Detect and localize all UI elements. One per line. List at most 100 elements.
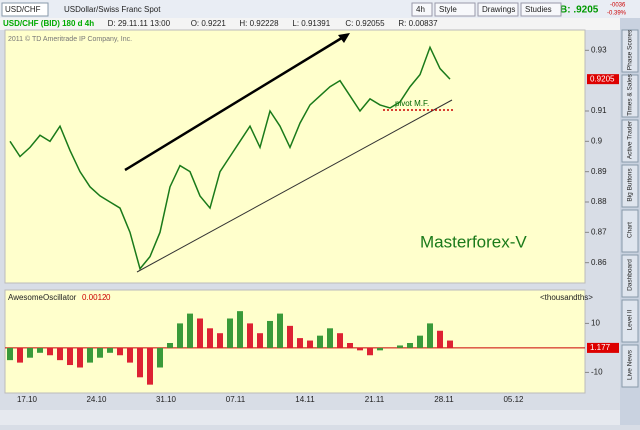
osc-bar [437, 330, 443, 348]
osc-bar [237, 311, 243, 348]
osc-bar [317, 335, 323, 348]
info-bar [0, 18, 620, 30]
osc-bar [67, 347, 73, 366]
x-tick-label: 24.10 [86, 395, 107, 404]
osc-bar [347, 343, 353, 348]
info-field: H: 0.92228 [239, 19, 279, 28]
channel-line [136, 99, 453, 273]
osc-bar [287, 325, 293, 348]
osc-bar [327, 328, 333, 348]
sidebar-tab[interactable] [621, 299, 639, 343]
info-field: USD/CHF (BID) 180 d 4h [3, 19, 94, 28]
sidebar-tab-label: Chart [627, 222, 634, 238]
osc-bar [417, 335, 423, 348]
osc-bar [77, 347, 83, 368]
trend-arrow [124, 34, 346, 172]
y-tick-label: 0.86 [591, 258, 607, 267]
info-field: L: 0.91391 [292, 19, 330, 28]
osc-bar [367, 347, 373, 356]
description: USDollar/Swiss Franc Spot [64, 5, 161, 14]
toolbar-button-label: Style [439, 5, 457, 14]
osc-bar [217, 333, 223, 348]
price-panel [4, 29, 586, 284]
osc-unit: <thousandths> [540, 293, 593, 302]
osc-bar [357, 347, 363, 351]
osc-value: 0 [106, 293, 111, 302]
y-tick-label: -10 [591, 368, 603, 377]
sidebar-tab-label: Active Trader [627, 120, 634, 159]
info-field: C: 0.92055 [345, 19, 385, 28]
pivot-label: pivot M.F. [395, 99, 429, 108]
osc-bar [47, 347, 53, 356]
copyright: 2011 © TD Ameritrade IP Company, Inc. [8, 35, 132, 43]
symbol: USD/CHF [5, 5, 41, 14]
osc-bar [127, 347, 133, 363]
info-field: D: 29.11.11 13:00 [108, 19, 171, 28]
osc-bar [187, 313, 193, 348]
sidebar-tab[interactable] [621, 74, 639, 118]
sidebar-tab-label: Level II [627, 309, 634, 330]
osc-bar [257, 333, 263, 348]
osc-bar [57, 347, 63, 361]
osc-bar [247, 323, 253, 348]
toolbar-button-label: 4h [416, 5, 425, 14]
y-tick-label: 0.9 [591, 136, 603, 145]
osc-bar [7, 347, 13, 361]
toolbar-button-label: Studies [525, 5, 552, 14]
osc-bar [207, 328, 213, 348]
sidebar-tab[interactable] [621, 344, 639, 388]
osc-bar [87, 347, 93, 363]
sidebar-tab[interactable] [621, 164, 639, 208]
arrow-head [338, 33, 350, 43]
y-tick-label: 0.89 [591, 167, 607, 176]
osc-bar [297, 338, 303, 348]
osc-panel [4, 289, 586, 394]
info-field: R: 0.00837 [398, 19, 438, 28]
info-field: O: 0.9221 [191, 19, 227, 28]
x-tick-label: 14.11 [295, 395, 315, 404]
osc-bar [177, 323, 183, 348]
x-tick-label: 07.11 [226, 395, 246, 404]
sidebar-tab[interactable] [621, 29, 639, 73]
osc-bar [427, 323, 433, 348]
osc-bar [107, 347, 113, 353]
osc-bar [97, 347, 103, 358]
bid: B: .9205 [560, 5, 599, 16]
price-line [9, 45, 451, 271]
toolbar-button[interactable] [477, 2, 519, 17]
sidebar-tab[interactable] [621, 254, 639, 298]
osc-bar [337, 333, 343, 348]
osc-title: AwesomeOscillator [8, 293, 77, 302]
last-price-box [587, 74, 619, 85]
y-tick-label: 0.91 [591, 106, 607, 115]
osc-bar [137, 347, 143, 378]
sidebar-tab[interactable] [621, 119, 639, 163]
osc-bar [307, 340, 313, 348]
osc-bar [447, 340, 453, 348]
toolbar-button[interactable] [434, 2, 476, 17]
x-tick-label: 28.11 [434, 395, 454, 404]
sidebar-tab-label: Times & Sales [627, 73, 634, 115]
x-tick-label: 05.12 [503, 395, 524, 404]
watermark: Masterforex-V [420, 232, 527, 251]
y-tick-label: 0.93 [591, 45, 607, 54]
last-price: 0.9205 [590, 74, 615, 83]
toolbar-button-label: Drawings [482, 5, 515, 14]
sidebar-tab[interactable] [621, 209, 639, 253]
change-pct: -0.39% [607, 11, 627, 17]
osc-bar [407, 343, 413, 348]
y-tick-label: 0.88 [591, 197, 607, 206]
y-tick-label: 10 [591, 319, 600, 328]
x-tick-label: 21.11 [365, 395, 385, 404]
osc-bar [197, 318, 203, 348]
osc-bar [117, 347, 123, 356]
osc-last-box [587, 342, 619, 353]
toolbar-button[interactable] [520, 2, 562, 17]
toolbar-button[interactable] [411, 2, 433, 17]
sidebar-tab-label: Big Buttons [627, 168, 634, 202]
osc-value: 0.0012 [82, 293, 107, 302]
symbol-box[interactable] [1, 2, 49, 17]
change: -0036 [610, 3, 626, 9]
osc-bar [27, 347, 33, 358]
